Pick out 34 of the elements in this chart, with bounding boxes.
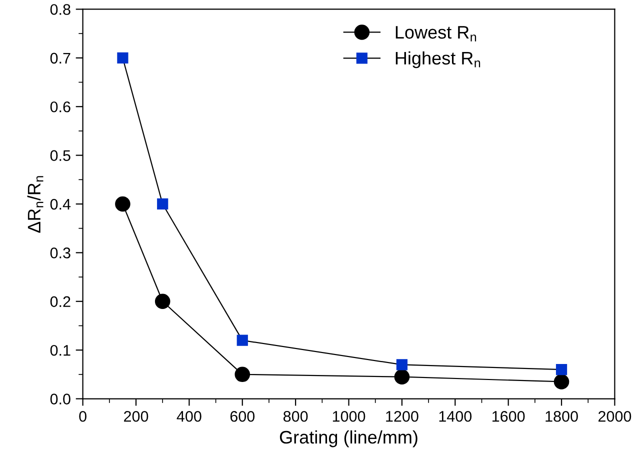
x-tick-label: 600 — [230, 410, 255, 422]
point — [154, 294, 170, 310]
legend-label: Lowest R$_{n}$ — [396, 26, 476, 42]
point — [394, 369, 410, 384]
y-tick-label: 0.6 — [50, 101, 70, 112]
point — [115, 196, 130, 212]
y-tick-label: 0.8 — [50, 4, 70, 15]
x-tick-label: 800 — [283, 410, 308, 422]
point — [396, 359, 408, 370]
x-tick-label: 1200 — [386, 410, 418, 422]
y-tick-label: 0.3 — [50, 248, 70, 258]
x-axis-title: Grating (line/mm) — [280, 430, 418, 448]
point — [234, 366, 250, 382]
y-axis-title: ΔR$_{n}$/R$_{n}$ — [27, 176, 44, 233]
point — [157, 198, 168, 210]
y-tick-label: 0.1 — [50, 344, 70, 356]
x-tick-label: 1800 — [546, 410, 578, 422]
x-tick-label: 1600 — [492, 410, 525, 422]
x-tick-label: 1000 — [332, 410, 366, 422]
point — [556, 364, 568, 376]
x-tick-label: 400 — [176, 410, 202, 422]
x-tick-label: 2000 — [598, 410, 632, 422]
y-tick-label: 0.5 — [50, 150, 70, 161]
point — [117, 52, 128, 64]
legend-label: Highest R$_{n}$ — [396, 51, 480, 68]
x-tick-label: 0 — [79, 410, 86, 422]
y-tick-label: 0.7 — [50, 52, 70, 64]
y-tick-label: 0.0 — [50, 394, 70, 404]
y-tick-label: 0.2 — [50, 296, 70, 308]
x-tick-label: 200 — [124, 410, 148, 422]
x-tick-label: 1400 — [439, 410, 472, 422]
point — [236, 334, 248, 346]
y-tick-label: 0.4 — [50, 198, 71, 210]
point — [554, 374, 570, 390]
